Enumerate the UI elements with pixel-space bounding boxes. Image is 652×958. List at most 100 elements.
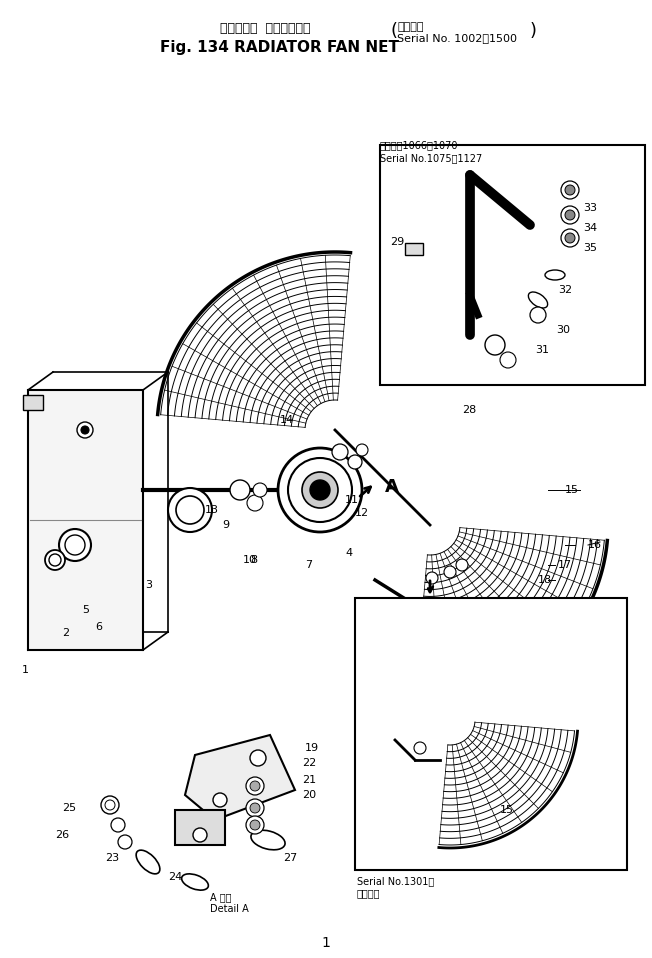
Text: 11: 11	[345, 495, 359, 505]
Text: 4: 4	[345, 548, 352, 558]
Bar	[405, 243, 423, 255]
Polygon shape	[185, 735, 295, 820]
Text: 24: 24	[168, 872, 183, 882]
Circle shape	[81, 426, 89, 434]
Circle shape	[49, 554, 61, 566]
Text: 1: 1	[22, 665, 29, 675]
Text: 10: 10	[243, 555, 257, 565]
Circle shape	[168, 488, 212, 532]
Circle shape	[250, 803, 260, 813]
Text: ラジエータ  ファンネット: ラジエータ ファンネット	[220, 22, 310, 35]
Ellipse shape	[182, 874, 209, 890]
Text: 21: 21	[302, 775, 316, 785]
Text: 14: 14	[280, 415, 294, 425]
Text: 23: 23	[105, 853, 119, 863]
Text: 7: 7	[305, 560, 312, 570]
Text: 適用号機1066～1070: 適用号機1066～1070	[380, 140, 458, 150]
Text: 22: 22	[302, 758, 316, 768]
Circle shape	[101, 796, 119, 814]
Text: 33: 33	[583, 203, 597, 213]
Circle shape	[247, 495, 263, 511]
Circle shape	[213, 793, 227, 807]
Text: Serial No.1301～: Serial No.1301～	[357, 876, 434, 886]
Text: Serial No. 1002－1500: Serial No. 1002－1500	[397, 33, 517, 43]
Circle shape	[530, 307, 546, 323]
Text: 1: 1	[321, 936, 331, 950]
Text: 20: 20	[302, 790, 316, 800]
Circle shape	[456, 559, 468, 571]
Text: 適用号機: 適用号機	[357, 888, 381, 898]
Circle shape	[444, 566, 456, 578]
Circle shape	[59, 529, 91, 561]
Ellipse shape	[251, 831, 285, 850]
Text: ): )	[530, 22, 537, 40]
Ellipse shape	[528, 292, 548, 308]
Text: 32: 32	[558, 285, 572, 295]
Circle shape	[65, 535, 85, 555]
Circle shape	[253, 483, 267, 497]
Ellipse shape	[545, 270, 565, 280]
Circle shape	[302, 472, 338, 508]
Bar	[355, 598, 627, 870]
Circle shape	[565, 185, 575, 195]
Circle shape	[278, 448, 362, 532]
Text: 25: 25	[62, 803, 76, 813]
Circle shape	[561, 229, 579, 247]
Circle shape	[176, 496, 204, 524]
Circle shape	[111, 818, 125, 832]
Bar	[28, 390, 143, 650]
Circle shape	[118, 835, 132, 849]
Circle shape	[250, 781, 260, 791]
Text: Detail A: Detail A	[210, 904, 249, 914]
Circle shape	[288, 458, 352, 522]
Text: 3: 3	[145, 580, 152, 590]
Text: 15: 15	[565, 485, 579, 495]
Bar	[380, 145, 645, 385]
Ellipse shape	[136, 850, 160, 874]
Text: 17: 17	[558, 560, 572, 570]
Circle shape	[310, 480, 330, 500]
Circle shape	[500, 352, 516, 368]
Circle shape	[246, 777, 264, 795]
Circle shape	[565, 233, 575, 243]
Text: 35: 35	[583, 243, 597, 253]
Circle shape	[561, 206, 579, 224]
Circle shape	[485, 335, 505, 355]
Text: 16: 16	[588, 540, 602, 550]
Text: 18: 18	[538, 575, 552, 585]
Circle shape	[250, 820, 260, 830]
Text: 30: 30	[556, 325, 570, 335]
Text: 8: 8	[250, 555, 257, 565]
Text: 28: 28	[462, 405, 476, 415]
Text: 5: 5	[82, 605, 89, 615]
Text: 13: 13	[205, 505, 219, 515]
Text: 適用号機: 適用号機	[397, 22, 424, 32]
Circle shape	[246, 816, 264, 834]
Circle shape	[332, 444, 348, 460]
Circle shape	[193, 828, 207, 842]
Circle shape	[246, 799, 264, 817]
Text: A 詳細: A 詳細	[210, 892, 231, 902]
Text: 27: 27	[283, 853, 297, 863]
Text: Serial No.1075－1127: Serial No.1075－1127	[380, 153, 482, 163]
Text: 29: 29	[390, 237, 404, 247]
Text: Fig. 134 RADIATOR FAN NET: Fig. 134 RADIATOR FAN NET	[160, 40, 399, 55]
Text: 26: 26	[55, 830, 69, 840]
Circle shape	[45, 550, 65, 570]
Text: 31: 31	[535, 345, 549, 355]
Text: 9: 9	[222, 520, 229, 530]
Circle shape	[426, 572, 438, 584]
Text: A: A	[385, 478, 399, 496]
Circle shape	[348, 455, 362, 469]
Circle shape	[356, 444, 368, 456]
Circle shape	[250, 750, 266, 766]
Text: 2: 2	[62, 628, 69, 638]
Circle shape	[561, 181, 579, 199]
Text: 15: 15	[500, 805, 514, 815]
Text: 12: 12	[355, 508, 369, 518]
Bar	[175, 810, 225, 845]
Circle shape	[230, 480, 250, 500]
Circle shape	[77, 422, 93, 438]
Circle shape	[414, 742, 426, 754]
Text: 6: 6	[95, 622, 102, 632]
